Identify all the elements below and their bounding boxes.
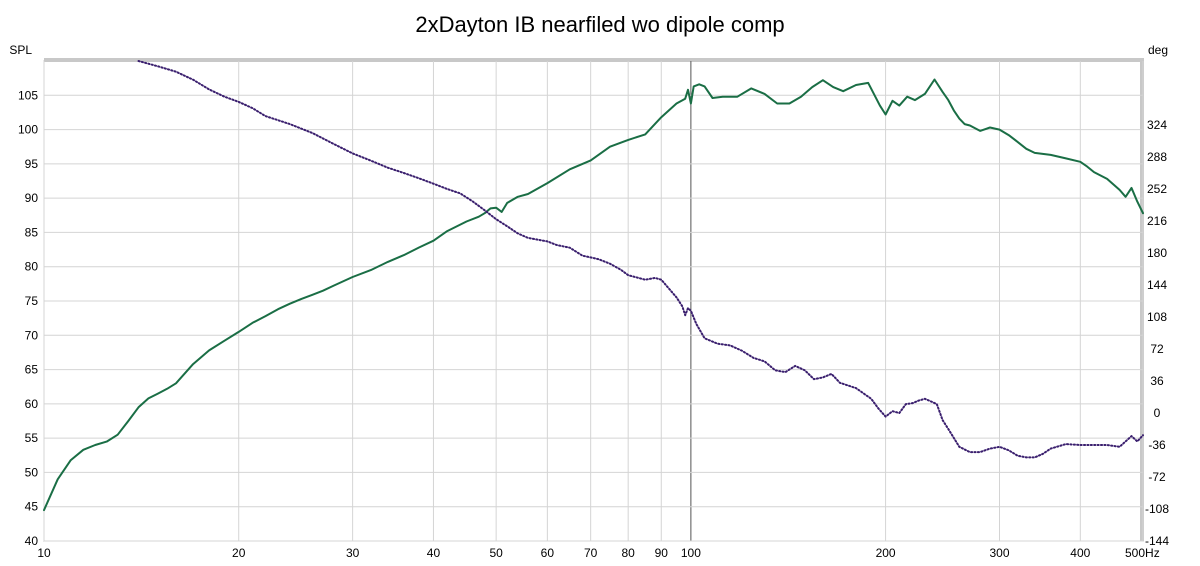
left-y-tick-label: 100 <box>18 123 38 137</box>
x-tick-label: 20 <box>232 546 246 560</box>
right-y-tick-label: -108 <box>1145 502 1169 516</box>
left-y-tick-label: 85 <box>25 225 39 239</box>
data-series <box>43 60 1144 512</box>
right-axis-label: deg <box>1148 43 1168 57</box>
plot-border-top <box>44 58 1143 62</box>
left-y-tick-label: 45 <box>25 500 39 514</box>
x-tick-label: 300 <box>989 546 1009 560</box>
x-tick-label: 50 <box>489 546 503 560</box>
grid-lines <box>43 61 1144 542</box>
left-y-tick-label: 105 <box>18 88 38 102</box>
left-y-tick-labels: 40 45 50 55 60 65 70 75 80 85 90 95 100 105 <box>18 88 38 548</box>
right-y-tick-label: -144 <box>1145 534 1169 548</box>
x-tick-label: 70 <box>584 546 598 560</box>
left-y-tick-label: 95 <box>25 157 39 171</box>
right-y-tick-label: -36 <box>1148 438 1166 452</box>
left-y-tick-label: 55 <box>25 431 39 445</box>
left-y-tick-label: 90 <box>25 191 39 205</box>
x-tick-label: 80 <box>621 546 635 560</box>
left-y-tick-label: 65 <box>25 363 39 377</box>
x-tick-label: 60 <box>541 546 555 560</box>
left-y-tick-label: 80 <box>25 260 39 274</box>
x-tick-label: 400 <box>1070 546 1090 560</box>
left-y-tick-label: 60 <box>25 397 39 411</box>
chart-title: 2xDayton IB nearfiled wo dipole comp <box>415 12 784 37</box>
right-y-tick-label: 324 <box>1147 118 1167 132</box>
right-y-tick-label: 144 <box>1147 278 1167 292</box>
left-y-tick-label: 70 <box>25 328 39 342</box>
x-tick-label: 100 <box>681 546 701 560</box>
x-tick-label: 40 <box>427 546 441 560</box>
right-y-tick-label: 180 <box>1147 246 1167 260</box>
x-tick-label: 10 <box>37 546 51 560</box>
right-y-tick-label: -72 <box>1148 470 1166 484</box>
right-y-tick-label: 72 <box>1150 342 1164 356</box>
right-y-tick-label: 108 <box>1147 310 1167 324</box>
left-y-tick-label: 75 <box>25 294 39 308</box>
right-y-tick-label: 36 <box>1150 374 1164 388</box>
x-tick-label: 500Hz <box>1125 546 1160 560</box>
right-y-tick-labels: -144 -108 -72 -36 0 36 72 108 144 180 216 252 288 324 <box>1145 118 1169 548</box>
x-tick-label: 200 <box>876 546 896 560</box>
left-y-tick-label: 40 <box>25 534 39 548</box>
left-y-tick-label: 50 <box>25 465 39 479</box>
right-y-tick-label: 216 <box>1147 214 1167 228</box>
x-tick-label: 30 <box>346 546 360 560</box>
plot-border-right <box>1140 58 1144 541</box>
right-y-tick-label: 288 <box>1147 150 1167 164</box>
left-axis-label: SPL <box>9 43 32 57</box>
phase-series-line <box>137 60 1144 459</box>
right-y-tick-label: 252 <box>1147 182 1167 196</box>
x-tick-label: 90 <box>655 546 669 560</box>
x-tick-labels: 10 20 30 40 50 60 70 80 90 100 200 300 400 500Hz <box>37 546 1159 560</box>
spl-series-line <box>43 78 1144 512</box>
right-y-tick-label: 0 <box>1154 406 1161 420</box>
